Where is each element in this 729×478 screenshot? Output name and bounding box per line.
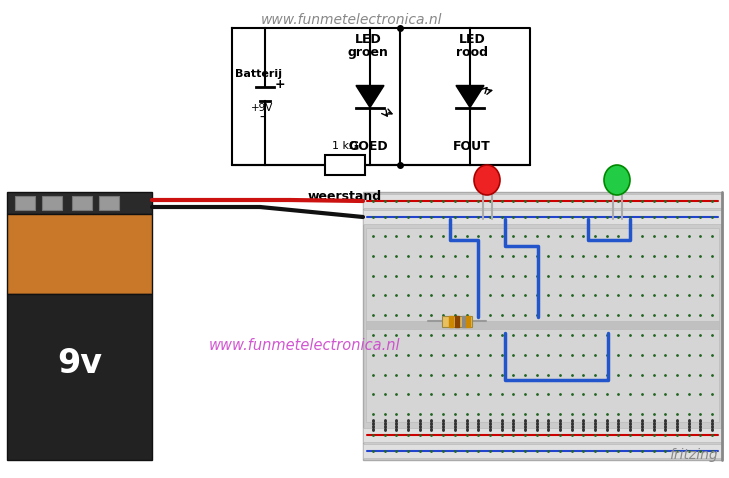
Ellipse shape — [474, 165, 500, 195]
Ellipse shape — [604, 165, 630, 195]
Text: 1 kΩ: 1 kΩ — [332, 141, 358, 151]
Text: LED: LED — [354, 33, 381, 46]
Text: +: + — [275, 78, 286, 91]
Polygon shape — [456, 86, 484, 108]
Text: -: - — [260, 110, 265, 124]
Bar — [15, 196, 35, 210]
Bar — [99, 196, 119, 210]
Bar — [442, 316, 472, 327]
Text: +9V: +9V — [251, 102, 273, 112]
Text: www.funmetelectronica.nl: www.funmetelectronica.nl — [261, 13, 443, 27]
Text: www.funmetelectronica.nl: www.funmetelectronica.nl — [209, 337, 401, 352]
Text: GOED: GOED — [348, 140, 388, 153]
Text: fritzing: fritzing — [669, 448, 718, 462]
Bar — [72, 196, 92, 210]
Bar — [7, 192, 152, 214]
Bar — [366, 228, 719, 422]
Text: LED: LED — [459, 33, 486, 46]
Text: rood: rood — [456, 46, 488, 59]
Bar — [363, 444, 722, 458]
Bar — [7, 214, 152, 294]
Text: 9v: 9v — [57, 347, 102, 380]
Bar — [363, 192, 722, 460]
Bar — [366, 321, 719, 329]
Bar — [363, 194, 722, 208]
Bar — [455, 316, 459, 327]
Bar — [325, 155, 365, 175]
Bar — [466, 316, 470, 327]
Bar — [42, 196, 62, 210]
Text: FOUT: FOUT — [453, 140, 491, 153]
Polygon shape — [356, 86, 384, 108]
Text: weerstand: weerstand — [308, 190, 382, 203]
Bar — [462, 316, 466, 327]
Bar — [363, 210, 722, 224]
Bar — [7, 294, 152, 460]
Bar — [363, 428, 722, 442]
Bar — [449, 316, 453, 327]
Text: Batterij: Batterij — [235, 68, 282, 78]
Text: groen: groen — [348, 46, 389, 59]
